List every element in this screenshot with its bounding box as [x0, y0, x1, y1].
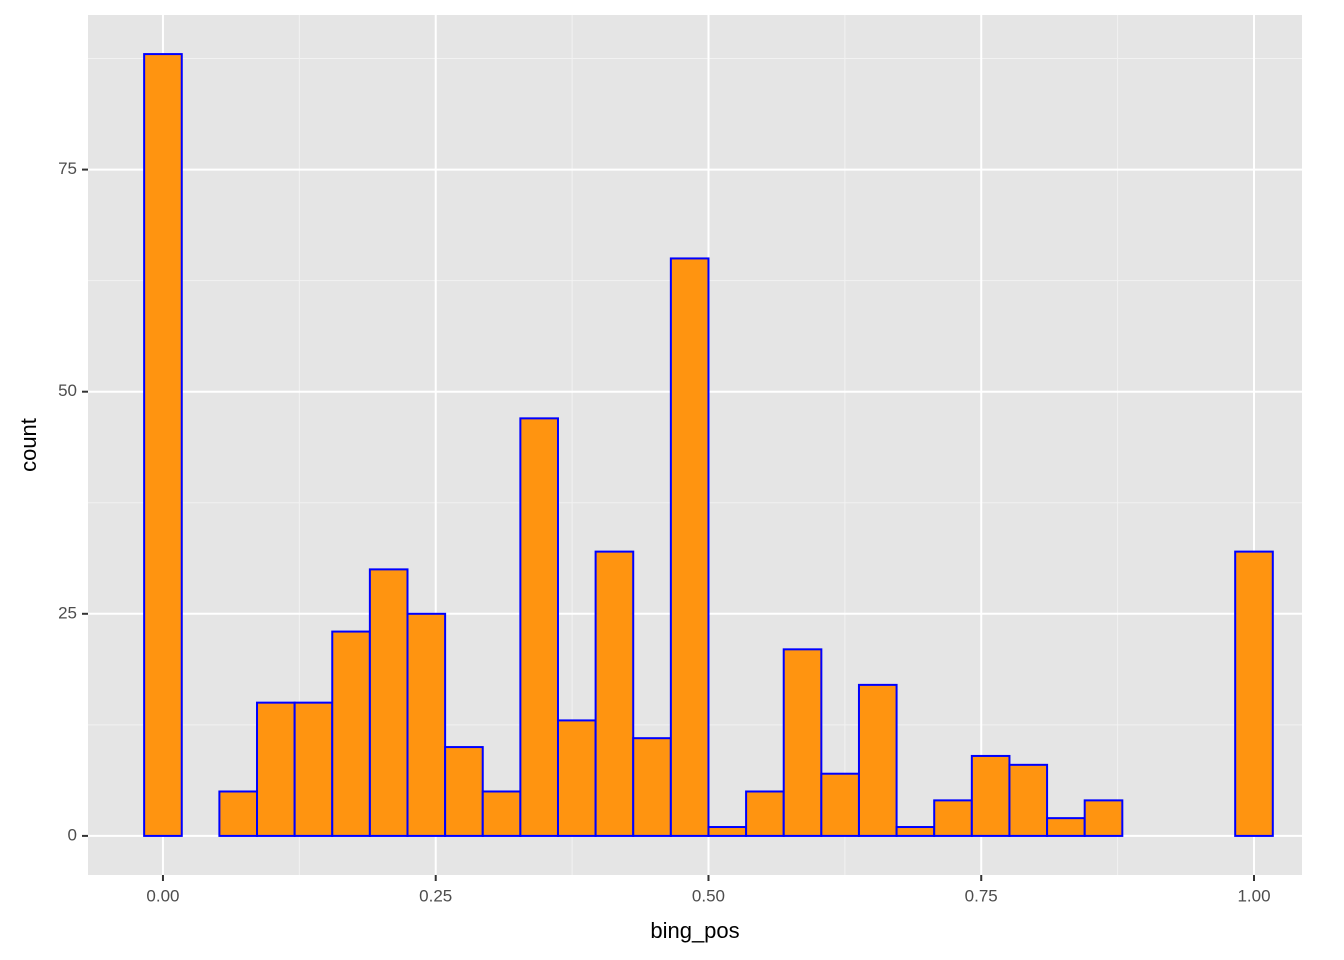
bar	[218, 790, 259, 837]
bar	[895, 826, 936, 837]
bars	[143, 53, 1274, 837]
bar	[1234, 550, 1274, 837]
axes: 0 25 50 75 0.00 0.25 0.50 0.75 1.00	[58, 159, 1270, 905]
bar	[1008, 763, 1049, 837]
bar	[556, 719, 597, 837]
x-tick-label: 0.75	[965, 886, 998, 905]
y-tick-label: 75	[58, 159, 77, 178]
bar	[519, 417, 559, 837]
bar	[632, 737, 672, 837]
bar	[1046, 817, 1086, 837]
x-tick-label: 0.00	[146, 886, 179, 905]
bar	[1083, 799, 1124, 837]
bar	[820, 772, 860, 837]
bar	[331, 630, 371, 837]
bar	[293, 701, 334, 837]
y-tick-label: 50	[58, 381, 77, 400]
bar	[256, 701, 296, 837]
bar	[444, 746, 484, 837]
bar	[707, 826, 748, 837]
bar	[368, 568, 409, 837]
y-tick-label: 0	[68, 825, 77, 844]
x-tick-label: 0.50	[692, 886, 725, 905]
x-tick-label: 0.25	[419, 886, 452, 905]
bar	[782, 648, 823, 837]
bar	[970, 754, 1011, 837]
x-axis-title: bing_pos	[650, 918, 739, 943]
bar	[481, 790, 522, 837]
bar	[143, 53, 183, 837]
bar	[933, 799, 973, 837]
bar	[745, 790, 785, 837]
x-tick-label: 1.00	[1237, 886, 1270, 905]
y-axis-title: count	[16, 418, 41, 472]
bar	[669, 257, 710, 837]
bar	[406, 612, 447, 837]
bar	[594, 550, 635, 837]
y-tick-label: 25	[58, 603, 77, 622]
bar	[857, 683, 898, 837]
